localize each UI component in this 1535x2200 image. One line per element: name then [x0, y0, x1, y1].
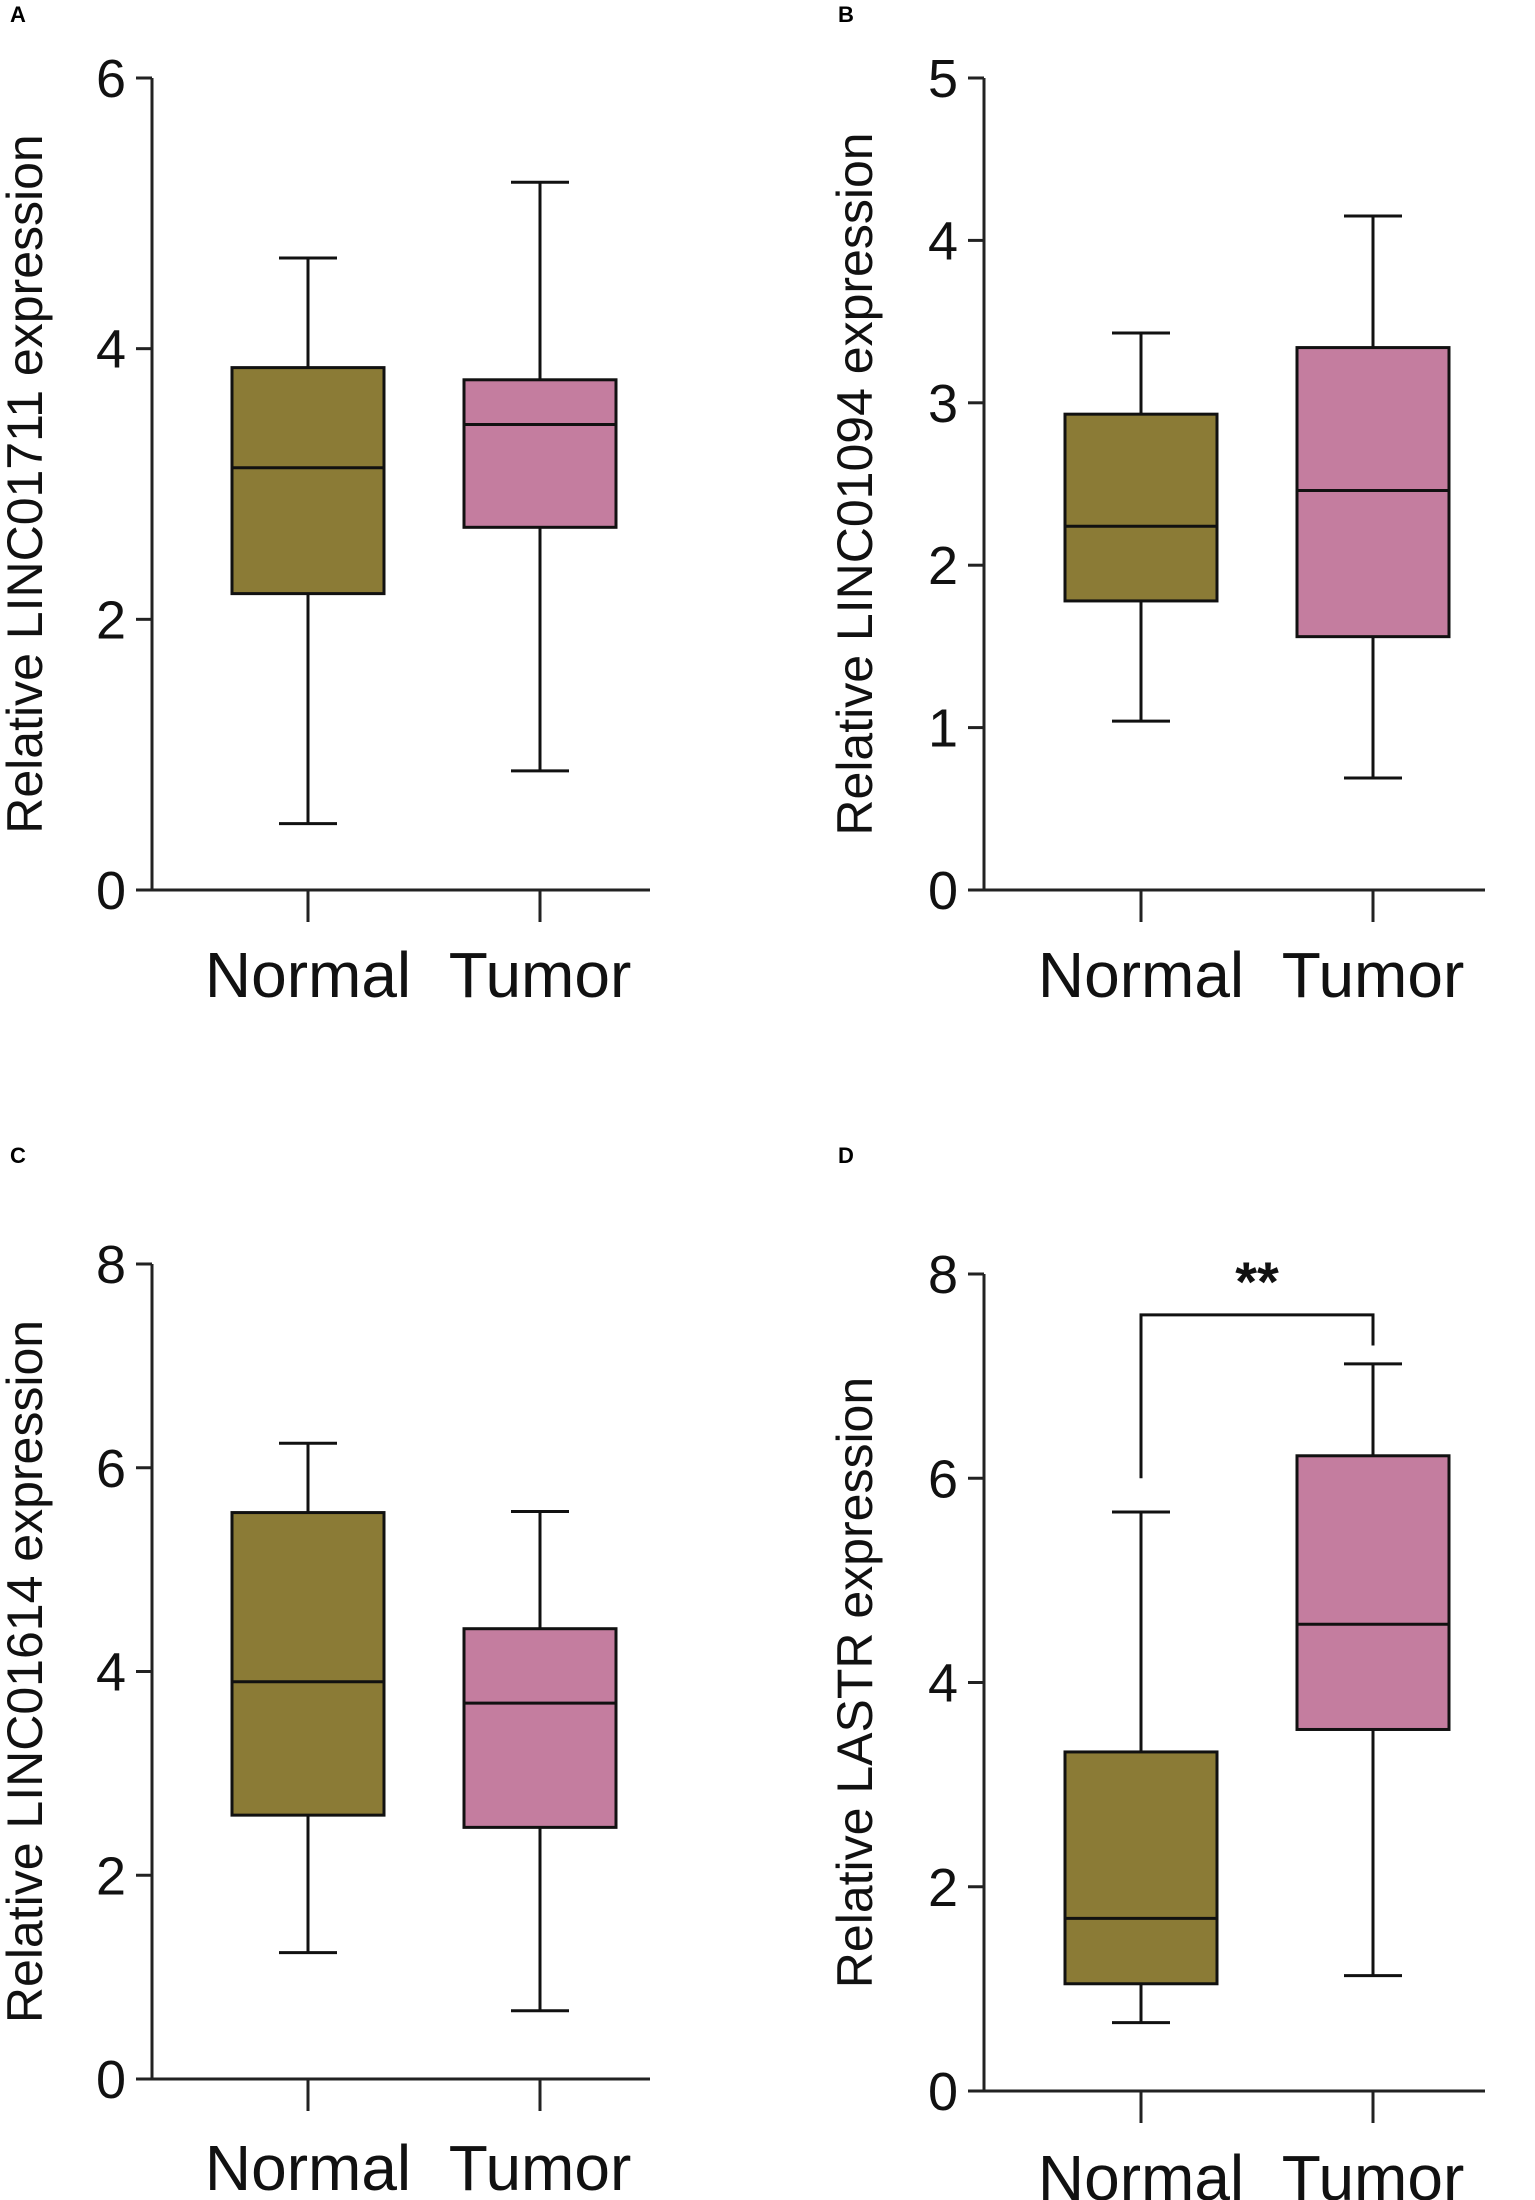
- panel-b: B 0 1 2 3 4 5 Relative LINC01094 expression Norm…: [827, 2, 1485, 1011]
- category-label-b-tumor: Tumor: [1282, 939, 1465, 1011]
- y-tick-label-b: 0: [928, 861, 958, 921]
- category-label-c-normal: Normal: [205, 2132, 411, 2200]
- y-tick-label-a: 0: [96, 861, 126, 921]
- category-label-a-normal: Normal: [205, 939, 411, 1011]
- y-tick-label-c: 2: [96, 1846, 126, 1906]
- y-tick-label-a: 6: [96, 49, 126, 109]
- panel-letter-d: D: [838, 1143, 854, 1168]
- y-tick-label-b: 1: [928, 699, 958, 759]
- category-label-b-normal: Normal: [1038, 939, 1244, 1011]
- y-tick-label-d: 0: [928, 2062, 958, 2122]
- y-axis-title-b: Relative LINC01094 expression: [827, 132, 883, 835]
- panel-letter-c: C: [10, 1143, 26, 1168]
- y-tick-label-a: 4: [96, 320, 126, 380]
- significance-label-d: **: [1235, 1250, 1279, 1313]
- panel-letter-a: A: [10, 2, 26, 27]
- y-axis-title-c: Relative LINC01614 expression: [0, 1320, 53, 2023]
- significance-bracket-d: [1139, 1313, 1375, 1479]
- category-label-d-normal: Normal: [1038, 2142, 1244, 2200]
- box-a-tumor: [462, 378, 618, 529]
- box-c-tumor: [462, 1627, 618, 1829]
- y-tick-label-d: 8: [928, 1245, 958, 1305]
- y-tick-label-c: 0: [96, 2050, 126, 2110]
- y-tick-label-c: 4: [96, 1643, 126, 1703]
- panel-a: A 0 2 4 6 Relative LINC01711 expression Normal…: [0, 2, 650, 1011]
- y-axis-title-a: Relative LINC01711 expression: [0, 134, 53, 833]
- y-tick-label-c: 8: [96, 1235, 126, 1295]
- y-tick-label-b: 4: [928, 211, 958, 271]
- y-tick-label-b: 5: [928, 49, 958, 109]
- category-label-a-tumor: Tumor: [449, 939, 632, 1011]
- box-d-tumor: [1295, 1454, 1451, 1731]
- box-a-normal: [230, 366, 386, 596]
- category-label-c-tumor: Tumor: [449, 2132, 632, 2200]
- y-axis-title-d: Relative LASTR expression: [827, 1377, 883, 1988]
- y-tick-label-c: 6: [96, 1439, 126, 1499]
- y-tick-label-a: 2: [96, 590, 126, 650]
- panel-d: D 0 2 4 6 8 Relative LASTR expression Normal Tum…: [827, 1143, 1485, 2200]
- category-label-d-tumor: Tumor: [1282, 2142, 1465, 2200]
- box-d-normal: [1063, 1750, 1219, 1986]
- panel-letter-b: B: [838, 2, 854, 27]
- y-tick-label-d: 2: [928, 1858, 958, 1918]
- y-tick-label-b: 3: [928, 374, 958, 434]
- y-tick-label-d: 4: [928, 1654, 958, 1714]
- box-b-tumor: [1295, 346, 1451, 639]
- box-c-normal: [230, 1511, 386, 1817]
- y-tick-label-b: 2: [928, 536, 958, 596]
- y-tick-label-d: 6: [928, 1449, 958, 1509]
- panel-c: C 0 2 4 6 8 Relative LINC01614 expression Norma…: [0, 1143, 650, 2200]
- box-b-normal: [1063, 412, 1219, 603]
